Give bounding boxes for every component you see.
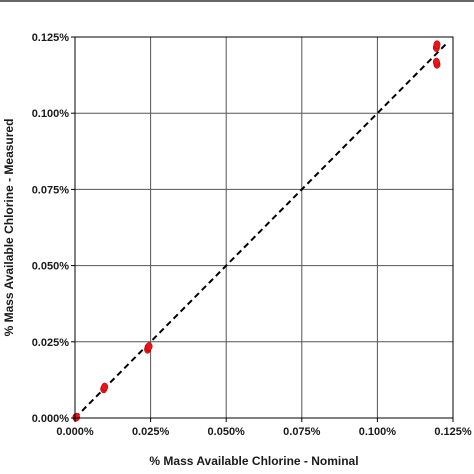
x-tick-label-5: 0.125% xyxy=(434,426,472,438)
data-points xyxy=(72,40,441,422)
data-point-3 xyxy=(101,382,109,392)
x-axis-label: % Mass Available Chlorine - Nominal xyxy=(149,454,358,468)
x-tick-label-1: 0.025% xyxy=(132,426,170,438)
reference-line-group xyxy=(74,43,447,419)
data-point-10 xyxy=(432,57,440,67)
y-tick-label-4: 0.100% xyxy=(32,108,70,120)
y-tick-label-3: 0.075% xyxy=(32,184,70,196)
x-tick-label-0: 0.000% xyxy=(56,426,94,438)
x-tick-label-2: 0.050% xyxy=(208,426,246,438)
data-point-1 xyxy=(73,412,80,422)
data-point-8 xyxy=(433,40,441,49)
y-tick-label-5: 0.125% xyxy=(32,32,70,44)
x-axis-ticks: 0.000% 0.025% 0.050% 0.075% 0.100% 0.125% xyxy=(56,418,472,438)
data-point-6 xyxy=(145,342,153,351)
x-tick-label-4: 0.100% xyxy=(359,426,397,438)
y-axis-ticks: 0.000% 0.025% 0.050% 0.075% 0.100% 0.125% xyxy=(32,32,75,425)
y-tick-label-2: 0.050% xyxy=(32,261,70,273)
y-tick-label-0: 0.000% xyxy=(32,413,70,425)
y-tick-label-1: 0.025% xyxy=(32,337,70,349)
plot-area-border xyxy=(74,36,454,419)
x-tick-label-3: 0.075% xyxy=(283,426,321,438)
reference-line xyxy=(74,43,447,419)
y-axis-label: % Mass Available Chlorine - Measured xyxy=(2,119,16,337)
